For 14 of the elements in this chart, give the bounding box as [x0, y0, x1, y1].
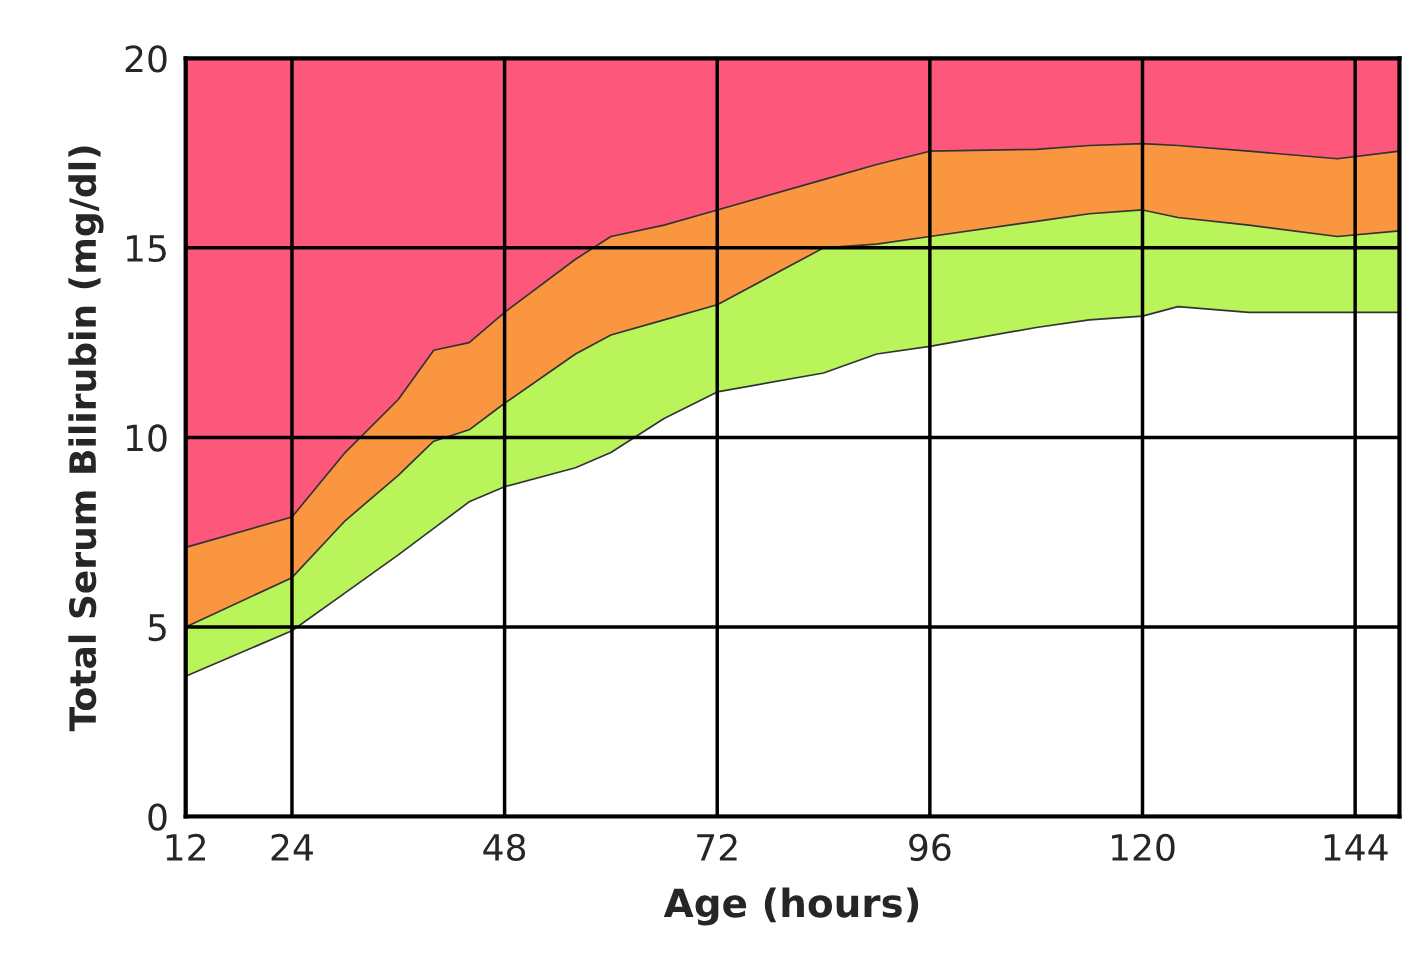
- x-tick-label: 72: [697, 833, 737, 861]
- y-axis-title: Total Serum Bilirubin (mg/dl): [68, 146, 104, 732]
- y-tick-label: 20: [125, 45, 167, 73]
- x-tick-label: 96: [909, 833, 951, 862]
- y-tick-label: 10: [126, 424, 167, 452]
- y-tick-label: 5: [148, 614, 166, 642]
- x-tick-label: 24: [271, 833, 313, 861]
- y-tick-label: 15: [126, 235, 166, 263]
- x-tick-label: 12: [166, 833, 205, 861]
- x-tick-label: 48: [483, 833, 526, 862]
- x-tick-label: 144: [1324, 834, 1388, 861]
- y-tick-label: 0: [148, 803, 167, 831]
- x-tick-label: 120: [1112, 833, 1175, 862]
- x-axis-title: Age (hours): [663, 887, 919, 926]
